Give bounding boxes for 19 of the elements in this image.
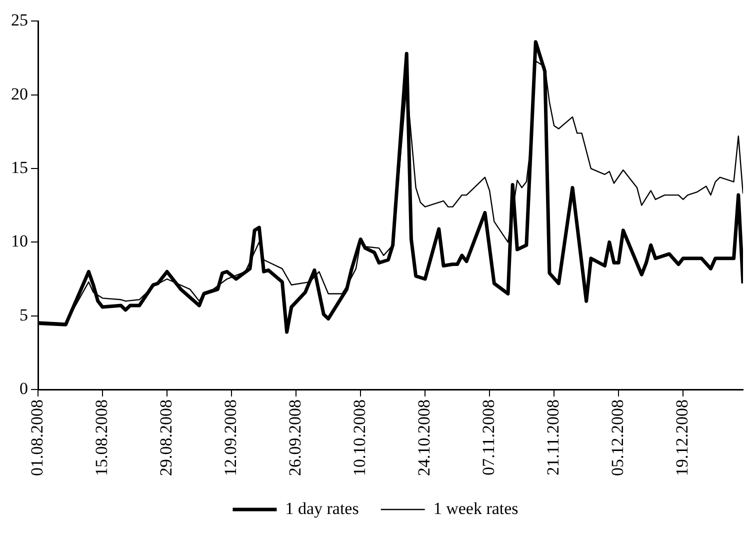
y-tick-label: 15 bbox=[11, 158, 28, 177]
y-tick-label: 5 bbox=[20, 305, 28, 324]
x-tick-label: 01.08.2008 bbox=[27, 400, 46, 476]
y-tick-label: 20 bbox=[11, 84, 28, 104]
x-tick-label: 24.10.2008 bbox=[414, 400, 434, 476]
x-tick-label: 07.11.2008 bbox=[479, 400, 498, 476]
y-tick-label: 25 bbox=[11, 10, 28, 30]
x-tick-label: 29.08.2008 bbox=[156, 400, 176, 476]
x-tick-label: 15.08.2008 bbox=[92, 400, 111, 476]
y-tick-label: 0 bbox=[20, 378, 28, 398]
y-tick-label: 10 bbox=[11, 232, 28, 251]
x-tick-label: 19.12.2008 bbox=[672, 400, 692, 476]
legend-label: 1 day rates bbox=[285, 498, 359, 518]
x-tick-label: 21.11.2008 bbox=[544, 400, 563, 476]
legend-label: 1 week rates bbox=[433, 498, 518, 518]
x-tick-label: 10.10.2008 bbox=[350, 400, 370, 476]
x-tick-label: 05.12.2008 bbox=[608, 400, 628, 476]
x-tick-label: 26.09.2008 bbox=[286, 400, 305, 476]
x-tick-label: 12.09.2008 bbox=[221, 400, 240, 476]
